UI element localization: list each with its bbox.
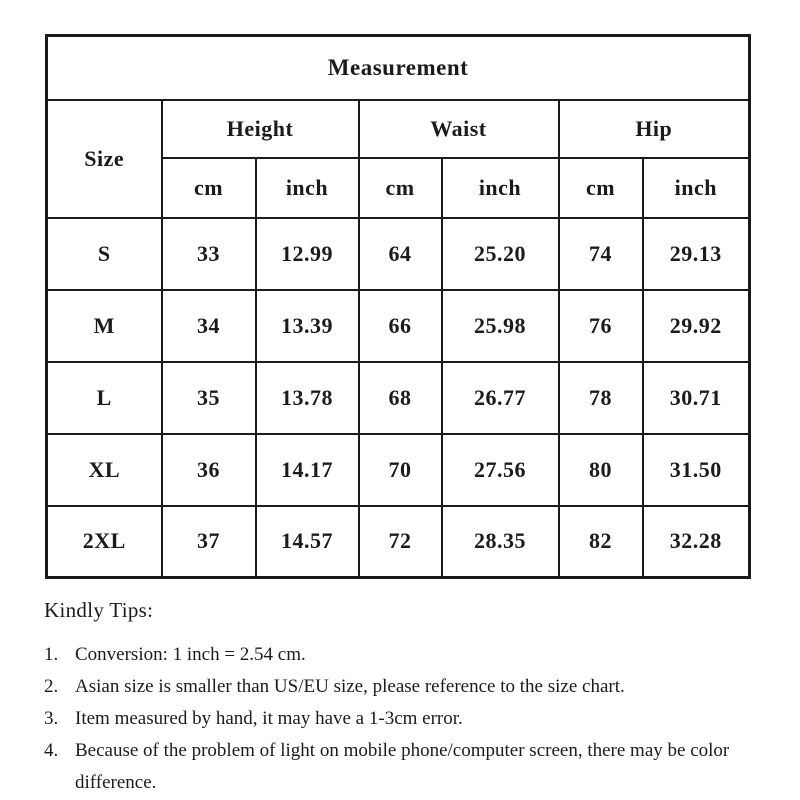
hip-column-header: Hip (557, 98, 751, 159)
tip-item: 1. Conversion: 1 inch = 2.54 cm. (44, 639, 756, 671)
table-row: M 34 13.39 66 25.98 76 29.92 (45, 288, 751, 363)
height-column-header: Height (160, 98, 360, 159)
kindly-tips-section: Kindly Tips: 1. Conversion: 1 inch = 2.5… (44, 598, 756, 799)
table-row: L 35 13.78 68 26.77 78 30.71 (45, 360, 751, 435)
tip-item: 2. Asian size is smaller than US/EU size… (44, 671, 756, 703)
hip-inch-cell: 32.28 (641, 504, 751, 579)
waist-inch-cell: 28.35 (440, 504, 560, 579)
size-cell: XL (45, 432, 163, 507)
tip-text: Asian size is smaller than US/EU size, p… (75, 676, 625, 697)
height-cm-cell: 36 (160, 432, 257, 507)
table-group-header-row: Size Height Waist Hip (45, 98, 751, 219)
height-cm-cell: 34 (160, 288, 257, 363)
hip-cm-cell: 76 (557, 288, 644, 363)
tip-number: 1. (44, 644, 59, 665)
hip-cm-cell: 82 (557, 504, 644, 579)
height-cm-cell: 35 (160, 360, 257, 435)
height-cm-header: cm (160, 156, 257, 219)
height-inch-cell: 12.99 (254, 216, 360, 291)
tips-heading: Kindly Tips: (44, 598, 154, 622)
tip-number: 2. (44, 676, 59, 697)
tips-list: 1. Conversion: 1 inch = 2.54 cm. 2. Asia… (44, 639, 756, 799)
table-title: Measurement (45, 34, 751, 101)
size-cell: S (45, 216, 163, 291)
waist-cm-cell: 70 (357, 432, 443, 507)
height-inch-cell: 13.78 (254, 360, 360, 435)
waist-cm-cell: 68 (357, 360, 443, 435)
waist-inch-cell: 25.98 (440, 288, 560, 363)
tip-number: 3. (44, 708, 59, 729)
waist-inch-cell: 27.56 (440, 432, 560, 507)
waist-inch-cell: 26.77 (440, 360, 560, 435)
tip-text: Conversion: 1 inch = 2.54 cm. (75, 644, 306, 665)
height-cm-cell: 33 (160, 216, 257, 291)
hip-cm-cell: 78 (557, 360, 644, 435)
table-row: 2XL 37 14.57 72 28.35 82 32.28 (45, 504, 751, 579)
waist-column-header: Waist (357, 98, 560, 159)
hip-inch-cell: 29.13 (641, 216, 751, 291)
height-cm-cell: 37 (160, 504, 257, 579)
table-units-row: cm inch cm inch cm inch (47, 156, 751, 219)
tip-text: Because of the problem of light on mobil… (75, 740, 730, 793)
waist-cm-cell: 72 (357, 504, 443, 579)
hip-cm-header: cm (557, 156, 644, 219)
waist-cm-header: cm (357, 156, 443, 219)
hip-inch-cell: 29.92 (641, 288, 751, 363)
size-cell: 2XL (45, 504, 163, 579)
tip-text: Item measured by hand, it may have a 1-3… (75, 708, 463, 729)
table-title-row: Measurement (45, 34, 751, 101)
size-cell: L (45, 360, 163, 435)
height-inch-cell: 14.17 (254, 432, 360, 507)
waist-inch-header: inch (440, 156, 560, 219)
hip-cm-cell: 74 (557, 216, 644, 291)
tip-item: 3. Item measured by hand, it may have a … (44, 703, 756, 735)
tip-number: 4. (44, 740, 59, 761)
size-column-header: Size (45, 98, 163, 219)
height-inch-header: inch (254, 156, 360, 219)
height-inch-cell: 14.57 (254, 504, 360, 579)
waist-cm-cell: 66 (357, 288, 443, 363)
waist-inch-cell: 25.20 (440, 216, 560, 291)
tip-item: 4. Because of the problem of light on mo… (44, 735, 756, 799)
size-chart: Measurement Size Height Waist Hip cm inc… (45, 34, 752, 579)
hip-inch-cell: 30.71 (641, 360, 751, 435)
hip-cm-cell: 80 (557, 432, 644, 507)
measurement-table: Measurement Size Height Waist Hip cm inc… (45, 34, 752, 579)
table-row: XL 36 14.17 70 27.56 80 31.50 (45, 432, 751, 507)
height-inch-cell: 13.39 (254, 288, 360, 363)
hip-inch-cell: 31.50 (641, 432, 751, 507)
size-cell: M (45, 288, 163, 363)
hip-inch-header: inch (641, 156, 751, 219)
table-row: S 33 12.99 64 25.20 74 29.13 (45, 216, 751, 291)
waist-cm-cell: 64 (357, 216, 443, 291)
